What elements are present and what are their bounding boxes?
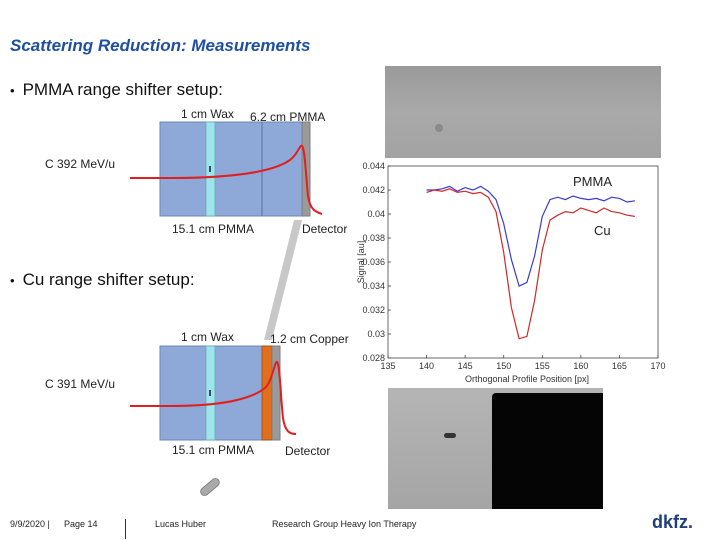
series-line-pmma [426, 185, 635, 287]
footer-author: Lucas Huber [155, 519, 207, 529]
y-tick-label: 0.028 [362, 353, 385, 363]
bullet-icon: • [10, 273, 15, 288]
x-tick-label: 160 [573, 361, 588, 371]
profile-chart: 135 140 145 150 155 160 165 170 0.028 0.03 0.032 0.… [350, 158, 670, 388]
footer-group: Research Group Heavy Ion Therapy [272, 519, 417, 529]
label-wax: 1 cm Wax [181, 330, 234, 344]
label-detector: Detector [302, 222, 348, 236]
footer-divider [125, 519, 126, 539]
detector-image-cu [388, 387, 603, 509]
detector-plate [271, 345, 281, 441]
label-shifter: 1.2 cm Copper [270, 332, 349, 346]
bullet-text: Cu range shifter setup: [22, 270, 195, 289]
pmma-setup-diagram [130, 121, 323, 217]
label-detector: Detector [285, 444, 331, 458]
series-annotation-cu: Cu [594, 223, 611, 238]
y-tick-label: 0.038 [362, 233, 385, 243]
label-body: 15.1 cm PMMA [172, 222, 255, 236]
y-tick-label: 0.034 [362, 281, 385, 291]
y-axis-label: Signal [au] [356, 241, 366, 284]
dkfz-logo: dkfz. [652, 512, 694, 532]
slide-title: Scattering Reduction: Measurements [10, 36, 311, 55]
beam-energy-label: C 392 MeV/u [45, 157, 116, 171]
copper-layer [261, 345, 273, 441]
marker [209, 166, 211, 172]
x-tick-label: 170 [650, 361, 665, 371]
label-body: 15.1 cm PMMA [172, 443, 255, 457]
beam-spot [444, 433, 456, 438]
marker [209, 390, 211, 396]
projection-connector [264, 220, 302, 340]
chart-series [426, 185, 635, 340]
detector-image-pmma [385, 66, 661, 162]
y-tick-label: 0.044 [362, 161, 385, 171]
bragg-curve [130, 360, 297, 435]
x-axis-label: Orthogonal Profile Position [px] [465, 374, 589, 384]
cu-setup-diagram [130, 345, 297, 441]
x-tick-label: 155 [535, 361, 550, 371]
label-shifter: 6.2 cm PMMA [250, 110, 326, 124]
x-tick-label: 150 [496, 361, 511, 371]
chart-background [350, 158, 670, 388]
footer-date: 9/9/2020 | [10, 519, 50, 529]
phantom-block [159, 121, 311, 217]
cylinder-icon [200, 478, 220, 496]
y-tick-label: 0.042 [362, 185, 385, 195]
x-tick-label: 145 [458, 361, 473, 371]
detector-dark-region [492, 393, 603, 509]
chart-axes: 135 140 145 150 155 160 165 170 0.028 0.03 0.032 0.… [362, 161, 665, 371]
y-tick-label: 0.036 [362, 257, 385, 267]
series-line-cu [426, 188, 635, 340]
bullet-pmma-setup: • PMMA range shifter setup: [10, 80, 223, 100]
x-tick-label: 165 [612, 361, 627, 371]
bragg-curve [130, 144, 323, 215]
beam-spot [435, 124, 443, 132]
label-wax: 1 cm Wax [181, 107, 234, 121]
beam-energy-label: C 391 MeV/u [45, 377, 116, 391]
y-tick-label: 0.03 [367, 329, 385, 339]
bullet-icon: • [10, 83, 15, 98]
phantom-block [159, 345, 281, 441]
y-tick-label: 0.032 [362, 305, 385, 315]
x-tick-label: 135 [380, 361, 395, 371]
bullet-text: PMMA range shifter setup: [22, 80, 223, 99]
x-tick-label: 140 [419, 361, 434, 371]
footer-page: Page 14 [64, 519, 98, 529]
y-tick-label: 0.04 [367, 209, 385, 219]
bullet-cu-setup: • Cu range shifter setup: [10, 270, 195, 290]
series-annotation-pmma: PMMA [573, 174, 612, 189]
